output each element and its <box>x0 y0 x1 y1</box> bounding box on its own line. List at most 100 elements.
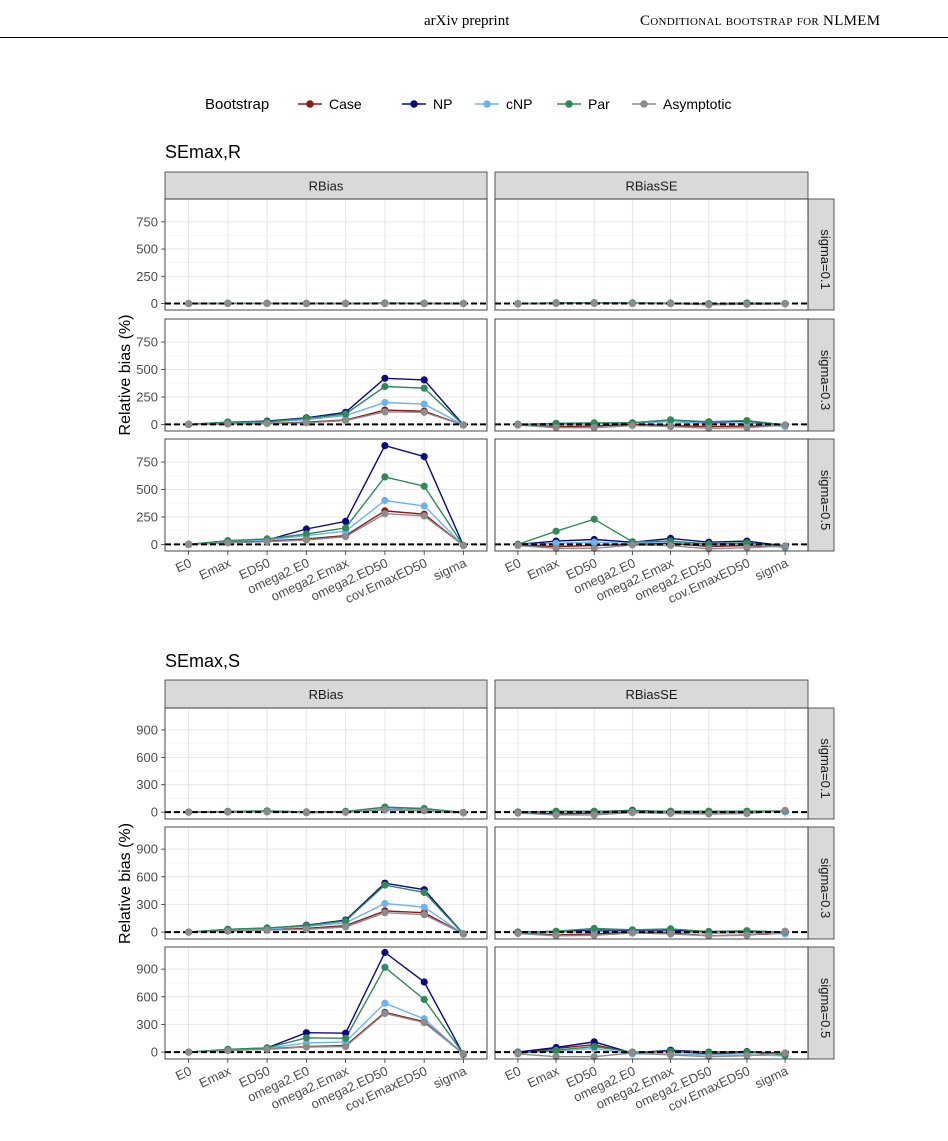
y-tick-label: 750 <box>136 214 158 229</box>
panel-sigma-0-3-rbiasse <box>494 318 809 432</box>
panel-sigma-0-1-rbias <box>164 707 488 820</box>
x-tick-label-sigma: sigma <box>753 555 791 584</box>
point-asymptotic-sigma <box>781 806 789 814</box>
point-asymptotic-ed50 <box>590 931 598 939</box>
header-left: arXiv preprint <box>424 13 510 29</box>
x-tick-label-e0: E0 <box>173 1063 194 1083</box>
series-line-asymptotic <box>517 424 786 430</box>
point-asymptotic-sigma <box>459 809 467 817</box>
y-tick-label: 600 <box>136 989 158 1004</box>
y-tick-label: 0 <box>151 296 158 311</box>
point-asymptotic-omega2-emax <box>342 923 350 931</box>
page-header: arXiv preprint Conditional bootstrap for… <box>0 0 948 40</box>
point-asymptotic-omega2-e0 <box>628 1049 637 1057</box>
point-par-ed50 <box>590 924 598 933</box>
point-asymptotic-sigma <box>781 1049 789 1057</box>
point-par-omega2-emax <box>342 524 350 532</box>
strip-label-rbiasse: RBiasSE <box>625 687 677 702</box>
point-asymptotic-omega2-ed50 <box>381 408 389 416</box>
point-asymptotic-omega2-emax <box>667 1051 675 1059</box>
series-line-par <box>517 419 786 426</box>
panel-border <box>494 946 809 1060</box>
x-tick-label-sigma: sigma <box>753 1063 791 1092</box>
point-asymptotic-emax <box>224 1047 232 1055</box>
point-np-omega2-emax <box>342 1029 350 1037</box>
point-asymptotic-omega2-ed50 <box>705 424 713 432</box>
point-asymptotic-emax <box>224 808 232 816</box>
row-strip-label-sigma-0-5: sigma=0.5 <box>818 470 833 530</box>
point-asymptotic-omega2-ed50 <box>381 510 389 518</box>
point-np-omega2-ed50 <box>381 948 389 957</box>
point-asymptotic-omega2-ed50 <box>381 806 389 814</box>
point-par-cov-emaxed50 <box>420 888 428 897</box>
point-asymptotic-omega2-e0 <box>628 421 637 430</box>
row-strip-label-sigma-0-3: sigma=0.3 <box>818 858 833 918</box>
point-cnp-cov-emaxed50 <box>420 903 428 911</box>
strip-label-rbiasse: RBiasSE <box>625 179 677 194</box>
point-asymptotic-omega2-emax <box>342 417 350 425</box>
point-asymptotic-omega2-e0 <box>302 536 310 544</box>
point-asymptotic-sigma <box>459 930 467 938</box>
series-line-asymptotic <box>188 911 464 935</box>
point-par-ed50 <box>590 1043 598 1051</box>
point-np-cov-emaxed50 <box>420 453 428 461</box>
y-tick-label: 300 <box>136 1017 158 1032</box>
panel-sigma-0-5-rbiasse <box>494 946 809 1061</box>
series-line-asymptotic <box>517 930 786 937</box>
y-tick-label: 900 <box>136 842 158 857</box>
point-asymptotic-e0 <box>185 299 193 308</box>
series-line-asymptotic <box>517 1052 786 1058</box>
strip-label-rbias: RBias <box>309 687 344 702</box>
legend-key-dot <box>565 100 573 108</box>
legend-entry-par: Par <box>557 96 610 112</box>
point-asymptotic-e0 <box>514 541 522 550</box>
x-tick-label-emax: Emax <box>525 1063 562 1091</box>
x-tick-label-sigma: sigma <box>431 555 469 584</box>
point-asymptotic-omega2-emax <box>667 809 675 818</box>
point-asymptotic-e0 <box>185 420 193 428</box>
point-cnp-omega2-ed50 <box>381 496 389 505</box>
point-asymptotic-e0 <box>185 1048 193 1056</box>
point-asymptotic-omega2-ed50 <box>705 932 713 940</box>
y-tick-label: 250 <box>136 509 158 524</box>
y-axis-label: Relative bias (%) <box>117 315 134 436</box>
y-tick-label: 900 <box>136 962 158 977</box>
chart-block-semax-s: SEmax,S Relative bias (%) RBias RBiasSE sigm… <box>117 651 835 1114</box>
point-asymptotic-omega2-emax <box>342 533 350 541</box>
series-line-par <box>188 385 464 426</box>
legend-label-np: NP <box>433 96 452 112</box>
point-cnp-cov-emaxed50 <box>420 502 428 510</box>
strip-rbias <box>164 171 488 200</box>
point-asymptotic-e0 <box>185 540 193 549</box>
y-tick-label: 900 <box>136 722 158 737</box>
point-asymptotic-cov-emaxed50 <box>743 1052 751 1060</box>
point-asymptotic-e0 <box>514 929 522 938</box>
x-tick-label-sigma: sigma <box>431 1063 469 1092</box>
legend-label-cnp: cNP <box>506 96 532 112</box>
point-par-omega2-ed50 <box>381 473 389 481</box>
point-par-cov-emaxed50 <box>743 417 751 425</box>
point-asymptotic-omega2-emax <box>342 808 350 816</box>
panel-border <box>164 946 488 1060</box>
point-asymptotic-e0 <box>514 1050 522 1058</box>
point-asymptotic-cov-emaxed50 <box>420 408 428 416</box>
point-asymptotic-ed50 <box>590 424 598 432</box>
y-tick-label: 750 <box>136 455 158 470</box>
point-asymptotic-emax <box>224 927 232 935</box>
point-asymptotic-e0 <box>514 809 522 817</box>
point-asymptotic-ed50 <box>590 544 598 552</box>
panel-border <box>494 198 809 311</box>
row-strip-label-sigma-0-5: sigma=0.5 <box>818 978 833 1038</box>
strip-rbiasse <box>494 679 809 709</box>
panel-sigma-0-1-rbias <box>164 198 488 311</box>
point-asymptotic-cov-emaxed50 <box>743 544 751 552</box>
point-asymptotic-emax <box>552 424 560 432</box>
row-strip-label-sigma-0-3: sigma=0.3 <box>818 350 833 410</box>
row-strip-sigma-0-1 <box>807 707 835 820</box>
legend-key-dot <box>306 100 314 108</box>
point-asymptotic-omega2-e0 <box>302 419 310 427</box>
panel-sigma-0-5-rbias <box>164 438 488 552</box>
point-asymptotic-sigma <box>781 300 789 308</box>
point-asymptotic-cov-emaxed50 <box>743 809 751 818</box>
point-asymptotic-omega2-emax <box>667 423 675 431</box>
